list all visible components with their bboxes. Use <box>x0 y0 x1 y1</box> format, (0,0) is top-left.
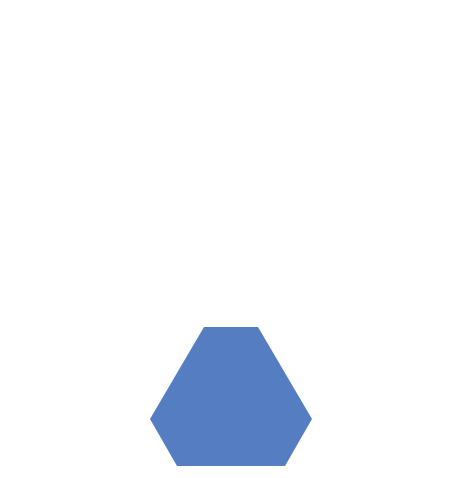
hexagon-shape <box>150 327 312 466</box>
